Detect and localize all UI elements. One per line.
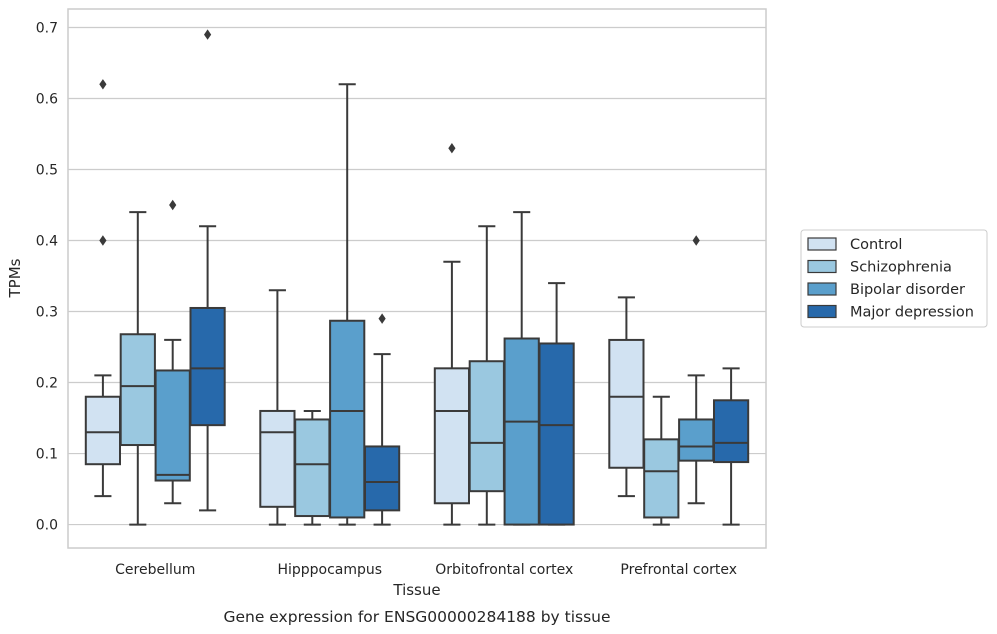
box-iqr: [259, 409, 296, 508]
legend-swatch: [807, 237, 837, 251]
box-major-depression: [538, 282, 575, 526]
box-iqr: [433, 367, 471, 505]
outlier-point: [169, 199, 177, 211]
box-iqr: [154, 369, 191, 482]
plot-frame: [67, 8, 767, 549]
y-tick-label: 0.4: [36, 234, 58, 250]
x-tick-label: Hipppocampus: [277, 562, 382, 578]
box-schizophrenia: [294, 409, 331, 526]
box-iqr: [363, 445, 401, 512]
outlier-point: [99, 235, 107, 246]
legend-swatch: [807, 282, 837, 296]
legend-swatch: [807, 304, 837, 319]
box-major-depression: [189, 29, 226, 512]
outlier-point: [378, 313, 386, 324]
x-axis-label: Tissue: [392, 581, 440, 599]
box-iqr: [119, 333, 156, 447]
box-major-depression: [712, 367, 750, 526]
x-tick-label: Orbitofrontal cortex: [435, 562, 573, 578]
box-iqr: [329, 319, 366, 519]
y-tick-label: 0.7: [36, 20, 58, 36]
y-tick-label: 0.0: [36, 518, 58, 534]
x-tick-label: Prefrontal cortex: [620, 562, 737, 578]
box-control: [608, 296, 645, 498]
box-control: [433, 142, 471, 526]
box-iqr: [503, 337, 540, 526]
legend-swatch: [807, 259, 837, 274]
box-iqr: [538, 342, 575, 526]
box-bipolar-disorder: [329, 83, 366, 526]
box-bipolar-disorder: [503, 211, 540, 526]
box-iqr: [678, 418, 715, 462]
x-tick-label: Cerebellum: [115, 562, 195, 578]
legend-frame: [800, 229, 988, 328]
y-tick-label: 0.5: [36, 162, 58, 178]
box-control: [84, 79, 122, 498]
outlier-point: [448, 142, 456, 154]
box-bipolar-disorder: [154, 199, 191, 505]
y-tick-label: 0.6: [36, 91, 58, 107]
y-tick-label: 0.3: [36, 305, 58, 321]
box-iqr: [189, 306, 226, 427]
box-schizophrenia: [643, 395, 680, 526]
legend-label: Schizophrenia: [850, 260, 952, 276]
box-control: [259, 289, 296, 526]
outlier-point: [204, 29, 212, 40]
outlier-point: [99, 79, 107, 90]
legend-label: Control: [850, 237, 902, 253]
box-schizophrenia: [119, 211, 156, 526]
box-iqr: [294, 418, 331, 518]
box-iqr: [468, 360, 505, 493]
box-iqr: [608, 338, 645, 469]
box-schizophrenia: [468, 225, 505, 526]
outlier-point: [692, 235, 700, 246]
legend-label: Major depression: [850, 305, 974, 321]
box-major-depression: [363, 313, 401, 526]
y-tick-label: 0.2: [36, 376, 58, 392]
chart-caption: Gene expression for ENSG00000284188 by t…: [223, 608, 610, 626]
box-plot-area: [84, 29, 750, 526]
legend-label: Bipolar disorder: [850, 282, 965, 298]
box-iqr: [84, 395, 122, 466]
y-axis-ticks: 0.0 0.1 0.2 0.3 0.4 0.5 0.6 0.7: [36, 20, 58, 533]
y-tick-label: 0.1: [36, 447, 58, 463]
box-iqr: [643, 438, 680, 519]
box-iqr: [712, 399, 750, 464]
legend: Control Schizophrenia Bipolar disorder Majo…: [800, 229, 988, 328]
box-bipolar-disorder: [678, 235, 715, 505]
y-axis-label: TPMs: [6, 258, 24, 298]
x-axis-ticks: Cerebellum Hipppocampus Orbitofrontal cort…: [115, 562, 737, 578]
